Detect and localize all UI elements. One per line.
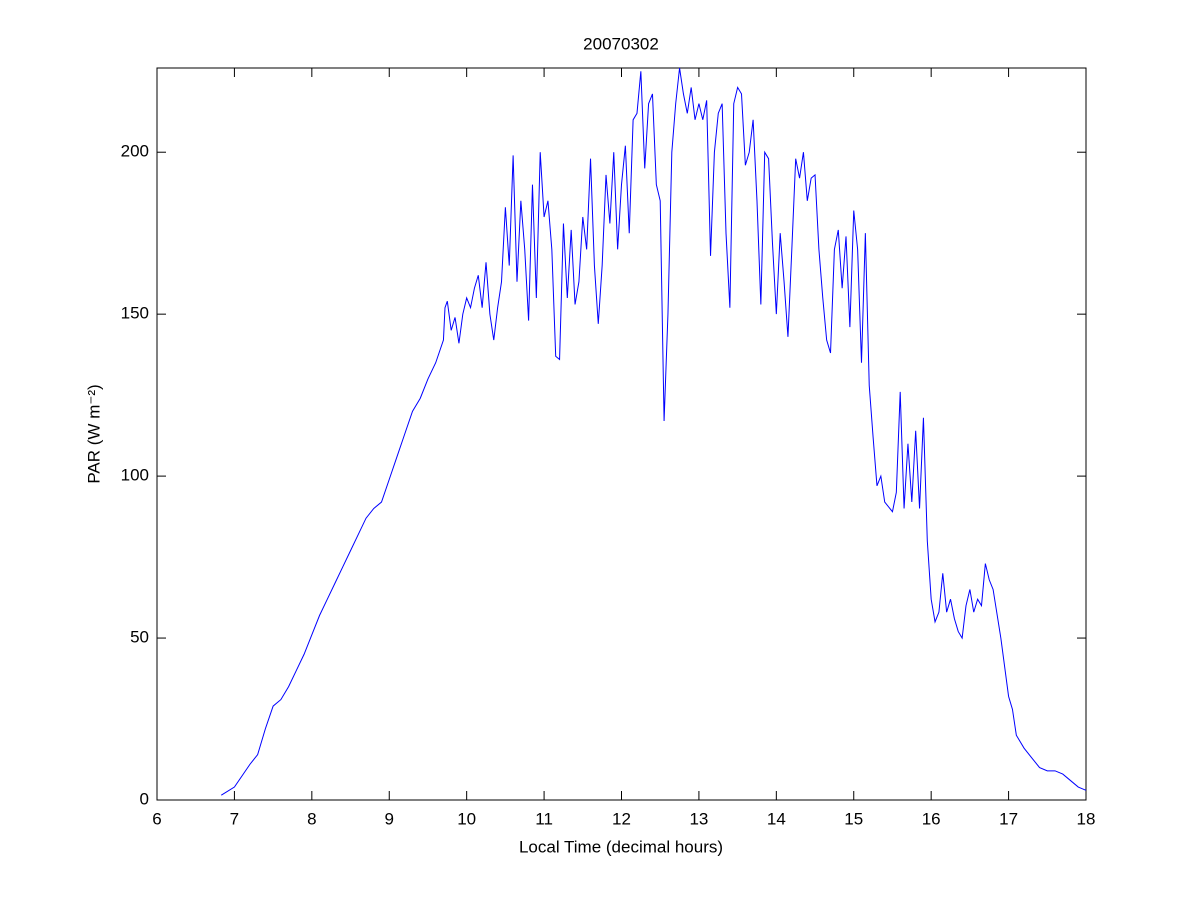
data-line bbox=[220, 67, 1087, 796]
y-tick-label: 50 bbox=[130, 628, 149, 647]
x-tick-label: 14 bbox=[767, 809, 786, 828]
x-tick-label: 13 bbox=[689, 809, 708, 828]
x-tick-label: 9 bbox=[385, 809, 394, 828]
x-axis-label: Local Time (decimal hours) bbox=[519, 837, 723, 856]
y-tick-label: 100 bbox=[121, 466, 149, 485]
x-tick-label: 18 bbox=[1077, 809, 1096, 828]
y-axis-label: PAR (W m⁻²) bbox=[84, 384, 103, 483]
y-tick-label: 150 bbox=[121, 304, 149, 323]
y-tick-label: 200 bbox=[121, 142, 149, 161]
x-tick-label: 10 bbox=[457, 809, 476, 828]
chart-title: 20070302 bbox=[583, 34, 659, 53]
x-tick-label: 17 bbox=[999, 809, 1018, 828]
y-tick-label: 0 bbox=[140, 789, 149, 808]
x-tick-label: 11 bbox=[535, 809, 553, 828]
x-tick-label: 8 bbox=[307, 809, 316, 828]
x-tick-label: 15 bbox=[844, 809, 863, 828]
x-tick-label: 12 bbox=[612, 809, 631, 828]
x-tick-label: 7 bbox=[230, 809, 239, 828]
x-tick-label: 6 bbox=[152, 809, 161, 828]
x-tick-label: 16 bbox=[922, 809, 941, 828]
